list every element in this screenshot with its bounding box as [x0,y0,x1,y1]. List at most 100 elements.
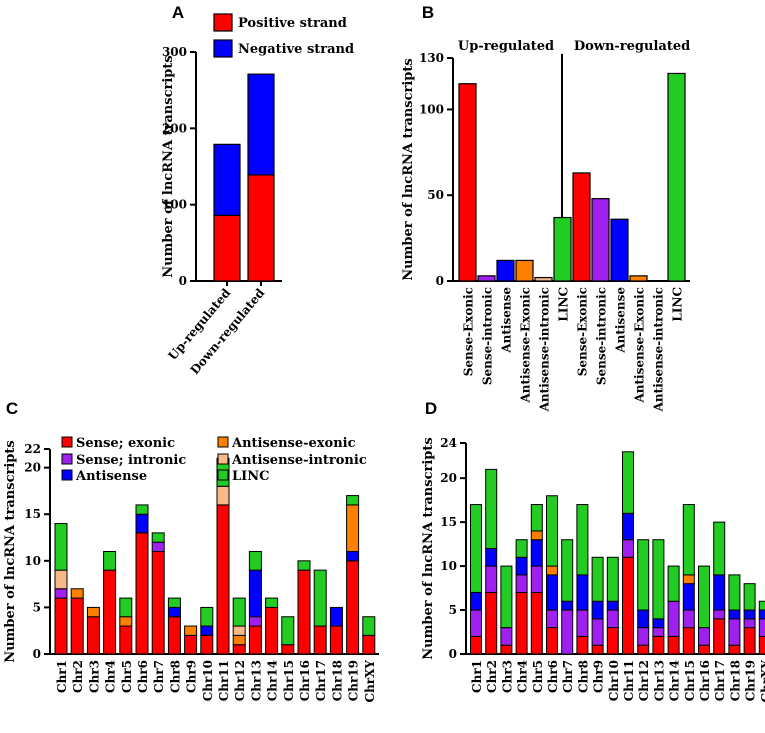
bar-linc-chrxy [362,616,376,636]
bar-up-regulated-antisense-exonic [515,259,534,282]
panel-d-x-tick-label: Chr2 [485,660,499,693]
bar-sense-intronic-chr14 [667,600,680,637]
bar-sense-exonic-chr8 [576,635,589,655]
panel-c-x-tick-label: Chr9 [185,660,199,693]
panel-c-x-tick-label: Chr3 [87,660,101,693]
bar-linc-chr8 [576,504,589,576]
panel-d-x-tick-label: Chr5 [531,660,545,693]
bar-sense-intronic-chr7 [151,541,165,553]
bar-sense-exonic-chr12 [232,644,246,655]
bar-antisense-chr1 [470,591,482,611]
panel-d-x-tick-label: Chr17 [713,660,727,701]
bar-sense-intronic-chr17 [713,609,726,620]
panel-d-x-tick-label: Chr10 [607,660,621,701]
bar-linc-chr3 [500,565,513,629]
panel-d-x-tick-label: Chr3 [500,660,514,693]
bar-sense-exonic-chr2 [485,591,498,655]
panel-c-ylabel: Number of lncRNA transcripts [3,440,18,662]
bar-linc-chr12 [232,597,246,627]
panel-c-x-tick-label: Chr5 [120,660,134,693]
bar-linc-chr11 [622,451,634,514]
bar-linc-chr1 [470,504,482,593]
bar-sense-exonic-chr19 [743,627,756,655]
legend-swatch-negative-strand [213,39,233,58]
panel-c-y-tick-label: 15 [24,507,41,521]
bar-linc-chr12 [637,539,650,611]
panel-c-x-tick-label: Chr14 [266,660,280,701]
panel-d-label: D [425,399,437,418]
bar-linc-chr10 [606,556,619,602]
panel-c-y-tick-label: 22 [24,442,41,456]
panel-a-label: A [172,3,184,22]
panel-d-x-tick-label: ChrXY [759,660,765,703]
bar-down-regulated-sense-intronic [591,198,610,282]
bar-sense-exonic-chr17 [713,618,726,655]
legend-swatch-linc [217,469,229,481]
bar-sense-exonic-chr17 [313,625,327,655]
bar-antisense-chr5 [530,539,543,567]
bar-antisense-exonic-chr15 [682,574,695,585]
bar-sense-exonic-chr10 [606,627,619,655]
bar-antisense-intronic-chr1 [54,569,68,590]
bar-linc-chr4 [515,539,528,558]
panel-d-x-tick-label: Chr12 [637,660,651,701]
bar-linc-chr7 [561,539,574,602]
bar-linc-chr9 [591,556,604,602]
legend-swatch-antisense-exonic [217,436,229,448]
bar-linc-chr8 [167,597,181,608]
bar-sense-exonic-chr16 [698,644,710,655]
bar-positive-strand-down-regulated [247,174,275,282]
panel-b-x-tick-label: Sense-Exonic [576,287,590,376]
legend-swatch-sense-intronic [61,453,73,465]
bar-linc-chr19 [346,495,360,506]
panel-c-x-tick-label: Chr8 [168,660,182,693]
bar-antisense-chr2 [485,548,498,567]
bar-antisense-chr19 [743,609,756,620]
bar-linc-chrxy [758,600,765,611]
bar-sense-exonic-chrxy [362,634,376,655]
bar-antisense-exonic-chr19 [346,504,360,552]
bar-sense-exonic-chr4 [103,569,117,655]
bar-antisense-chr18 [329,606,343,627]
bar-antisense-chr15 [682,583,695,611]
bar-sense-intronic-chr1 [470,609,482,637]
bar-sense-exonic-chr3 [500,644,513,655]
bar-antisense-exonic-chr5 [530,530,543,541]
bar-linc-chr1 [54,523,68,571]
panel-d-x-tick-label: Chr8 [576,660,590,693]
panel-d-x-tick-label: Chr14 [668,660,682,701]
legend-swatch-antisense-intronic [217,453,229,465]
bar-linc-chr5 [119,597,133,618]
bar-antisense-chr9 [591,600,604,620]
bar-negative-strand-up-regulated [213,143,241,216]
panel-d-ylabel: Number of lncRNA transcripts [421,437,436,659]
bar-antisense-chr12 [637,609,650,629]
bar-up-regulated-antisense-intronic [534,276,553,282]
panel-c-y-tick-label: 5 [33,600,41,614]
panel-a-y-tick-label: 0 [179,274,187,288]
bar-sense-intronic-chr11 [622,539,634,558]
bar-negative-strand-down-regulated [247,73,275,176]
bar-antisense-exonic-chr12 [232,634,246,646]
bar-sense-intronic-chr7 [561,609,574,655]
panel-c-x-tick-label: Chr19 [347,660,361,701]
bar-sense-intronic-chr10 [606,609,619,629]
bar-sense-exonic-chr2 [70,597,84,655]
bar-sense-exonic-chr5 [119,625,133,655]
panel-c-y-tick-label: 10 [24,554,41,568]
panel-d-x-tick-label: Chr19 [744,660,758,701]
bar-linc-chr10 [200,606,214,627]
bar-sense-exonic-chr18 [728,644,741,655]
bar-antisense-chr17 [713,574,726,611]
bar-linc-chr13 [248,551,262,571]
bar-antisense-chr13 [248,569,262,618]
bar-sense-intronic-chr1 [54,588,68,599]
bar-linc-chr4 [103,551,117,571]
panel-b-y-tick-label: 100 [419,102,444,116]
legend-label-antisense-intronic: Antisense-intronic [231,453,367,468]
legend-label-sense-intronic: Sense; intronic [76,453,186,468]
bar-sense-exonic-chr18 [329,625,343,655]
bar-up-regulated-linc [553,216,572,282]
bar-sense-exonic-chr1 [54,597,68,655]
